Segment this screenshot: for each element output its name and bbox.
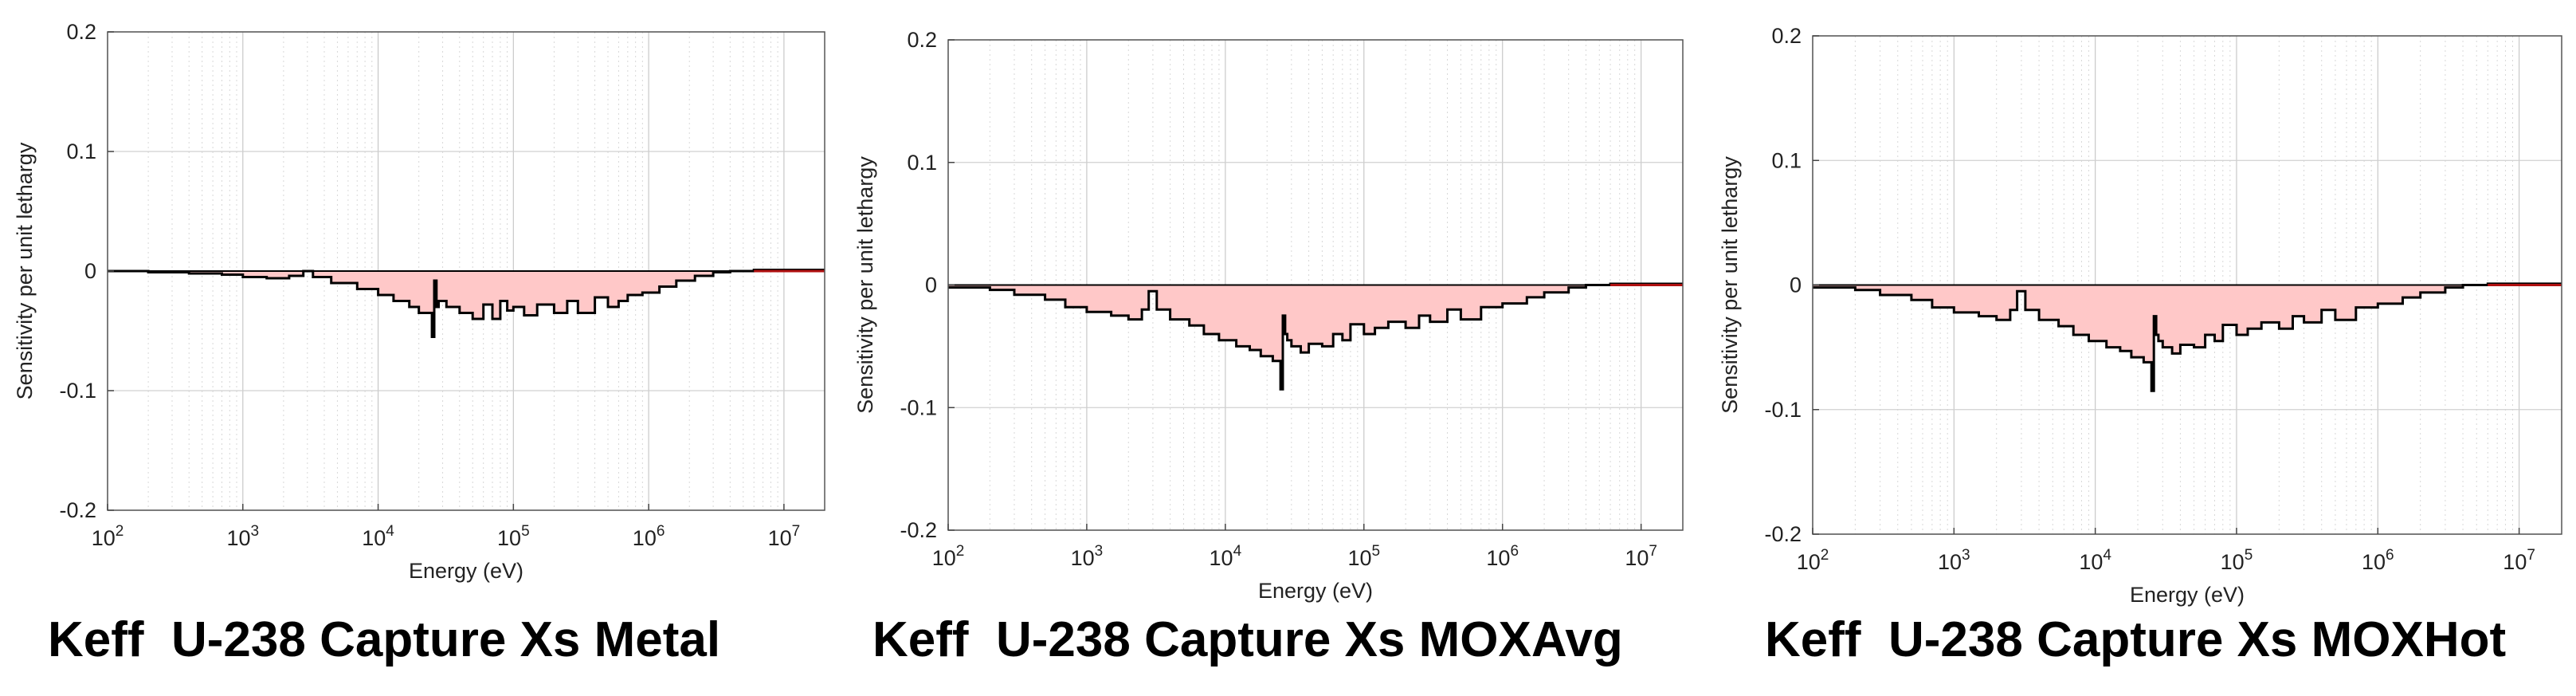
y-tick-label: 0.2 — [907, 28, 937, 52]
chart-metal: 102 103 104 105 106 107 -0.2 -0.1 0 0.1 0.2 Energy … — [13, 20, 825, 583]
y-tick-label: 0.1 — [1771, 148, 1802, 172]
sensitivity-line — [1813, 282, 2562, 392]
y-tick-label: -0.1 — [900, 395, 937, 419]
y-tick-label: 0.2 — [66, 20, 96, 44]
x-tick-label: 104 — [362, 523, 394, 550]
y-axis-label: Sensitivity per unit lethargy — [853, 156, 877, 414]
sensitivity-line — [108, 269, 825, 338]
x-axis-label: Energy (eV) — [409, 559, 523, 583]
x-tick-label: 105 — [2221, 547, 2253, 574]
x-tick-label: 106 — [633, 523, 665, 550]
y-tick-label: 0 — [1790, 273, 1802, 297]
sensitivity-area — [948, 284, 1683, 390]
chart-title-metal: Keff U-238 Capture Xs Metal — [48, 612, 721, 667]
sensitivity-area — [1813, 283, 2562, 391]
y-axis-label: Sensitivity per unit lethargy — [1718, 156, 1742, 414]
y-tick-label: 0.1 — [66, 140, 96, 163]
sensitivity-area — [108, 269, 825, 337]
chart-title-moxavg: Keff U-238 Capture Xs MOXAvg — [872, 612, 1623, 667]
y-tick-label: 0 — [84, 259, 96, 283]
chart-moxavg: 102 103 104 105 106 107 -0.2 -0.1 0 0.1 0.2 Energy … — [853, 28, 1684, 603]
y-axis-label: Sensitivity per unit lethargy — [13, 142, 37, 399]
x-tick-label: 102 — [1797, 547, 1829, 574]
y-tick-label: -0.1 — [1764, 398, 1802, 422]
y-tick-label: 0 — [925, 273, 937, 297]
y-tick-label: 0.2 — [1771, 24, 1802, 48]
sensitivity-line — [948, 282, 1683, 391]
x-tick-label: 105 — [1347, 543, 1380, 570]
x-tick-label: 107 — [2503, 547, 2535, 574]
x-tick-label: 102 — [932, 543, 965, 570]
x-tick-label: 105 — [497, 523, 530, 550]
x-tick-label: 104 — [2079, 547, 2111, 574]
chart-moxhot: 102 103 104 105 106 107 -0.2 -0.1 0 0.1 0.2 Energy … — [1718, 24, 2562, 607]
x-tick-label: 103 — [226, 523, 259, 550]
y-tick-label: -0.2 — [59, 498, 96, 522]
y-tick-label: -0.2 — [900, 518, 937, 542]
y-tick-label: -0.1 — [59, 379, 96, 403]
x-tick-label: 107 — [768, 523, 801, 550]
x-tick-label: 102 — [92, 523, 124, 550]
y-tick-label: -0.2 — [1764, 522, 1802, 546]
x-axis-label: Energy (eV) — [2130, 583, 2245, 607]
x-tick-label: 107 — [1625, 543, 1657, 570]
x-tick-label: 106 — [1486, 543, 1519, 570]
chart-title-moxhot: Keff U-238 Capture Xs MOXHot — [1765, 612, 2507, 667]
x-tick-label: 103 — [1938, 547, 1970, 574]
x-tick-label: 106 — [2362, 547, 2394, 574]
x-axis-label: Energy (eV) — [1258, 579, 1373, 603]
y-tick-label: 0.1 — [907, 151, 937, 175]
x-tick-label: 103 — [1071, 543, 1104, 570]
x-tick-label: 104 — [1210, 543, 1242, 570]
